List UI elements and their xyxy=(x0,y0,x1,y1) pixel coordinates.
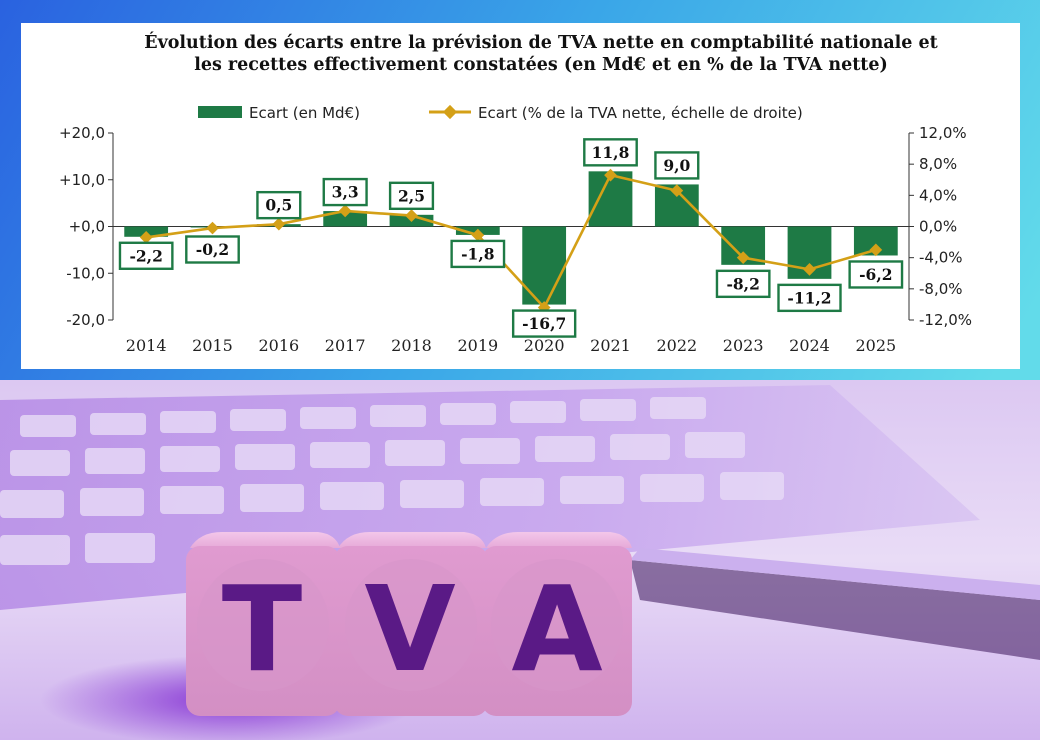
x-tick-label: 2023 xyxy=(723,336,764,355)
data-label: 2,5 xyxy=(388,181,435,211)
x-tick-label: 2017 xyxy=(325,336,366,355)
cube-letter-v: V xyxy=(364,560,455,698)
x-tick-label: 2022 xyxy=(656,336,697,355)
data-label-text: 2,5 xyxy=(398,186,425,205)
line-point xyxy=(405,209,418,222)
data-label: -0,2 xyxy=(185,235,240,264)
data-label-box xyxy=(450,239,506,269)
data-label-box xyxy=(583,138,638,167)
chart-title-line-1: Évolution des écarts entre la prévision … xyxy=(144,32,938,53)
x-tick-label: 2016 xyxy=(258,336,299,355)
data-label: -11,2 xyxy=(777,283,842,313)
data-label: -1,8 xyxy=(450,239,506,269)
data-label-text: 9,0 xyxy=(663,156,690,175)
data-label: 0,5 xyxy=(256,190,302,220)
data-label-text: -1,8 xyxy=(461,244,494,263)
x-tick-label: 2021 xyxy=(590,336,631,355)
data-label: -8,2 xyxy=(715,269,771,299)
data-label-box xyxy=(256,190,302,220)
x-tick-label: 2014 xyxy=(126,336,167,355)
cube-v: V xyxy=(334,532,488,716)
cube-t: T xyxy=(186,532,340,716)
cube-letter-a: A xyxy=(511,560,602,698)
y-tick-label: +10,0 xyxy=(59,171,105,189)
y-tick-label: -10,0 xyxy=(66,264,105,282)
bar xyxy=(323,211,368,227)
chart-panel: Évolution des écarts entre la prévision … xyxy=(21,23,1020,369)
line-point xyxy=(338,204,352,218)
x-tick-label: 2019 xyxy=(457,336,498,355)
chart: Évolution des écarts entre la prévision … xyxy=(59,32,972,355)
data-label: -6,2 xyxy=(848,260,904,289)
data-label-text: -6,2 xyxy=(859,265,892,284)
data-label-box xyxy=(511,309,577,338)
x-tick-label: 2024 xyxy=(789,336,830,355)
chart-title-line-2: les recettes effectivement constatées (e… xyxy=(194,55,888,75)
y2-tick-label: -4,0% xyxy=(919,249,963,267)
data-label-text: 0,5 xyxy=(265,196,292,215)
x-tick-label: 2020 xyxy=(524,336,565,355)
data-label-text: 3,3 xyxy=(332,183,359,202)
data-label: 3,3 xyxy=(322,177,368,207)
cube-letter-t: T xyxy=(222,560,303,698)
line-point xyxy=(272,217,286,231)
data-label-text: -0,2 xyxy=(196,240,229,259)
data-label-box xyxy=(777,283,842,313)
y2-tick-label: -12,0% xyxy=(919,311,972,329)
legend-line-marker xyxy=(442,104,458,120)
data-label-text: -11,2 xyxy=(787,288,831,307)
data-label-box xyxy=(185,235,240,264)
line-series xyxy=(145,173,877,310)
data-label-box xyxy=(322,177,368,207)
data-label-box xyxy=(654,151,700,180)
data-label: -16,7 xyxy=(511,309,577,338)
x-tick-label: 2025 xyxy=(855,336,896,355)
data-label-text: -8,2 xyxy=(726,274,759,293)
y2-tick-label: -8,0% xyxy=(919,280,963,298)
y2-tick-label: 0,0% xyxy=(919,218,957,236)
data-label-text: -2,2 xyxy=(129,246,162,265)
data-label-text: -16,7 xyxy=(522,314,566,333)
y-tick-label: +20,0 xyxy=(59,124,105,142)
data-label-box xyxy=(118,241,174,270)
y2-tick-label: 4,0% xyxy=(919,186,957,204)
data-label: 9,0 xyxy=(654,151,700,180)
line-point xyxy=(206,221,219,235)
bar xyxy=(522,226,567,305)
y2-tick-label: 8,0% xyxy=(919,155,957,173)
data-label-box xyxy=(388,181,435,211)
line-point xyxy=(139,231,153,244)
legend-bar-label: Ecart (en Md€) xyxy=(249,104,360,122)
y-tick-label: -20,0 xyxy=(66,311,105,329)
x-tick-label: 2015 xyxy=(192,336,233,355)
cube-a: A xyxy=(482,532,632,716)
legend-line-label: Ecart (% de la TVA nette, échelle de dro… xyxy=(478,104,803,122)
line-point xyxy=(471,228,485,242)
y-tick-label: +0,0 xyxy=(69,218,105,236)
data-label: -2,2 xyxy=(118,241,174,270)
legend-bar-swatch xyxy=(198,106,242,118)
y2-tick-label: 12,0% xyxy=(919,124,967,142)
data-label-box xyxy=(848,260,904,289)
chart-title: Évolution des écarts entre la prévision … xyxy=(144,32,938,75)
legend: Ecart (en Md€) Ecart (% de la TVA nette,… xyxy=(198,104,803,122)
data-label-box xyxy=(715,269,771,299)
x-tick-label: 2018 xyxy=(391,336,432,355)
data-label-text: 11,8 xyxy=(592,143,630,162)
data-label: 11,8 xyxy=(583,138,638,167)
